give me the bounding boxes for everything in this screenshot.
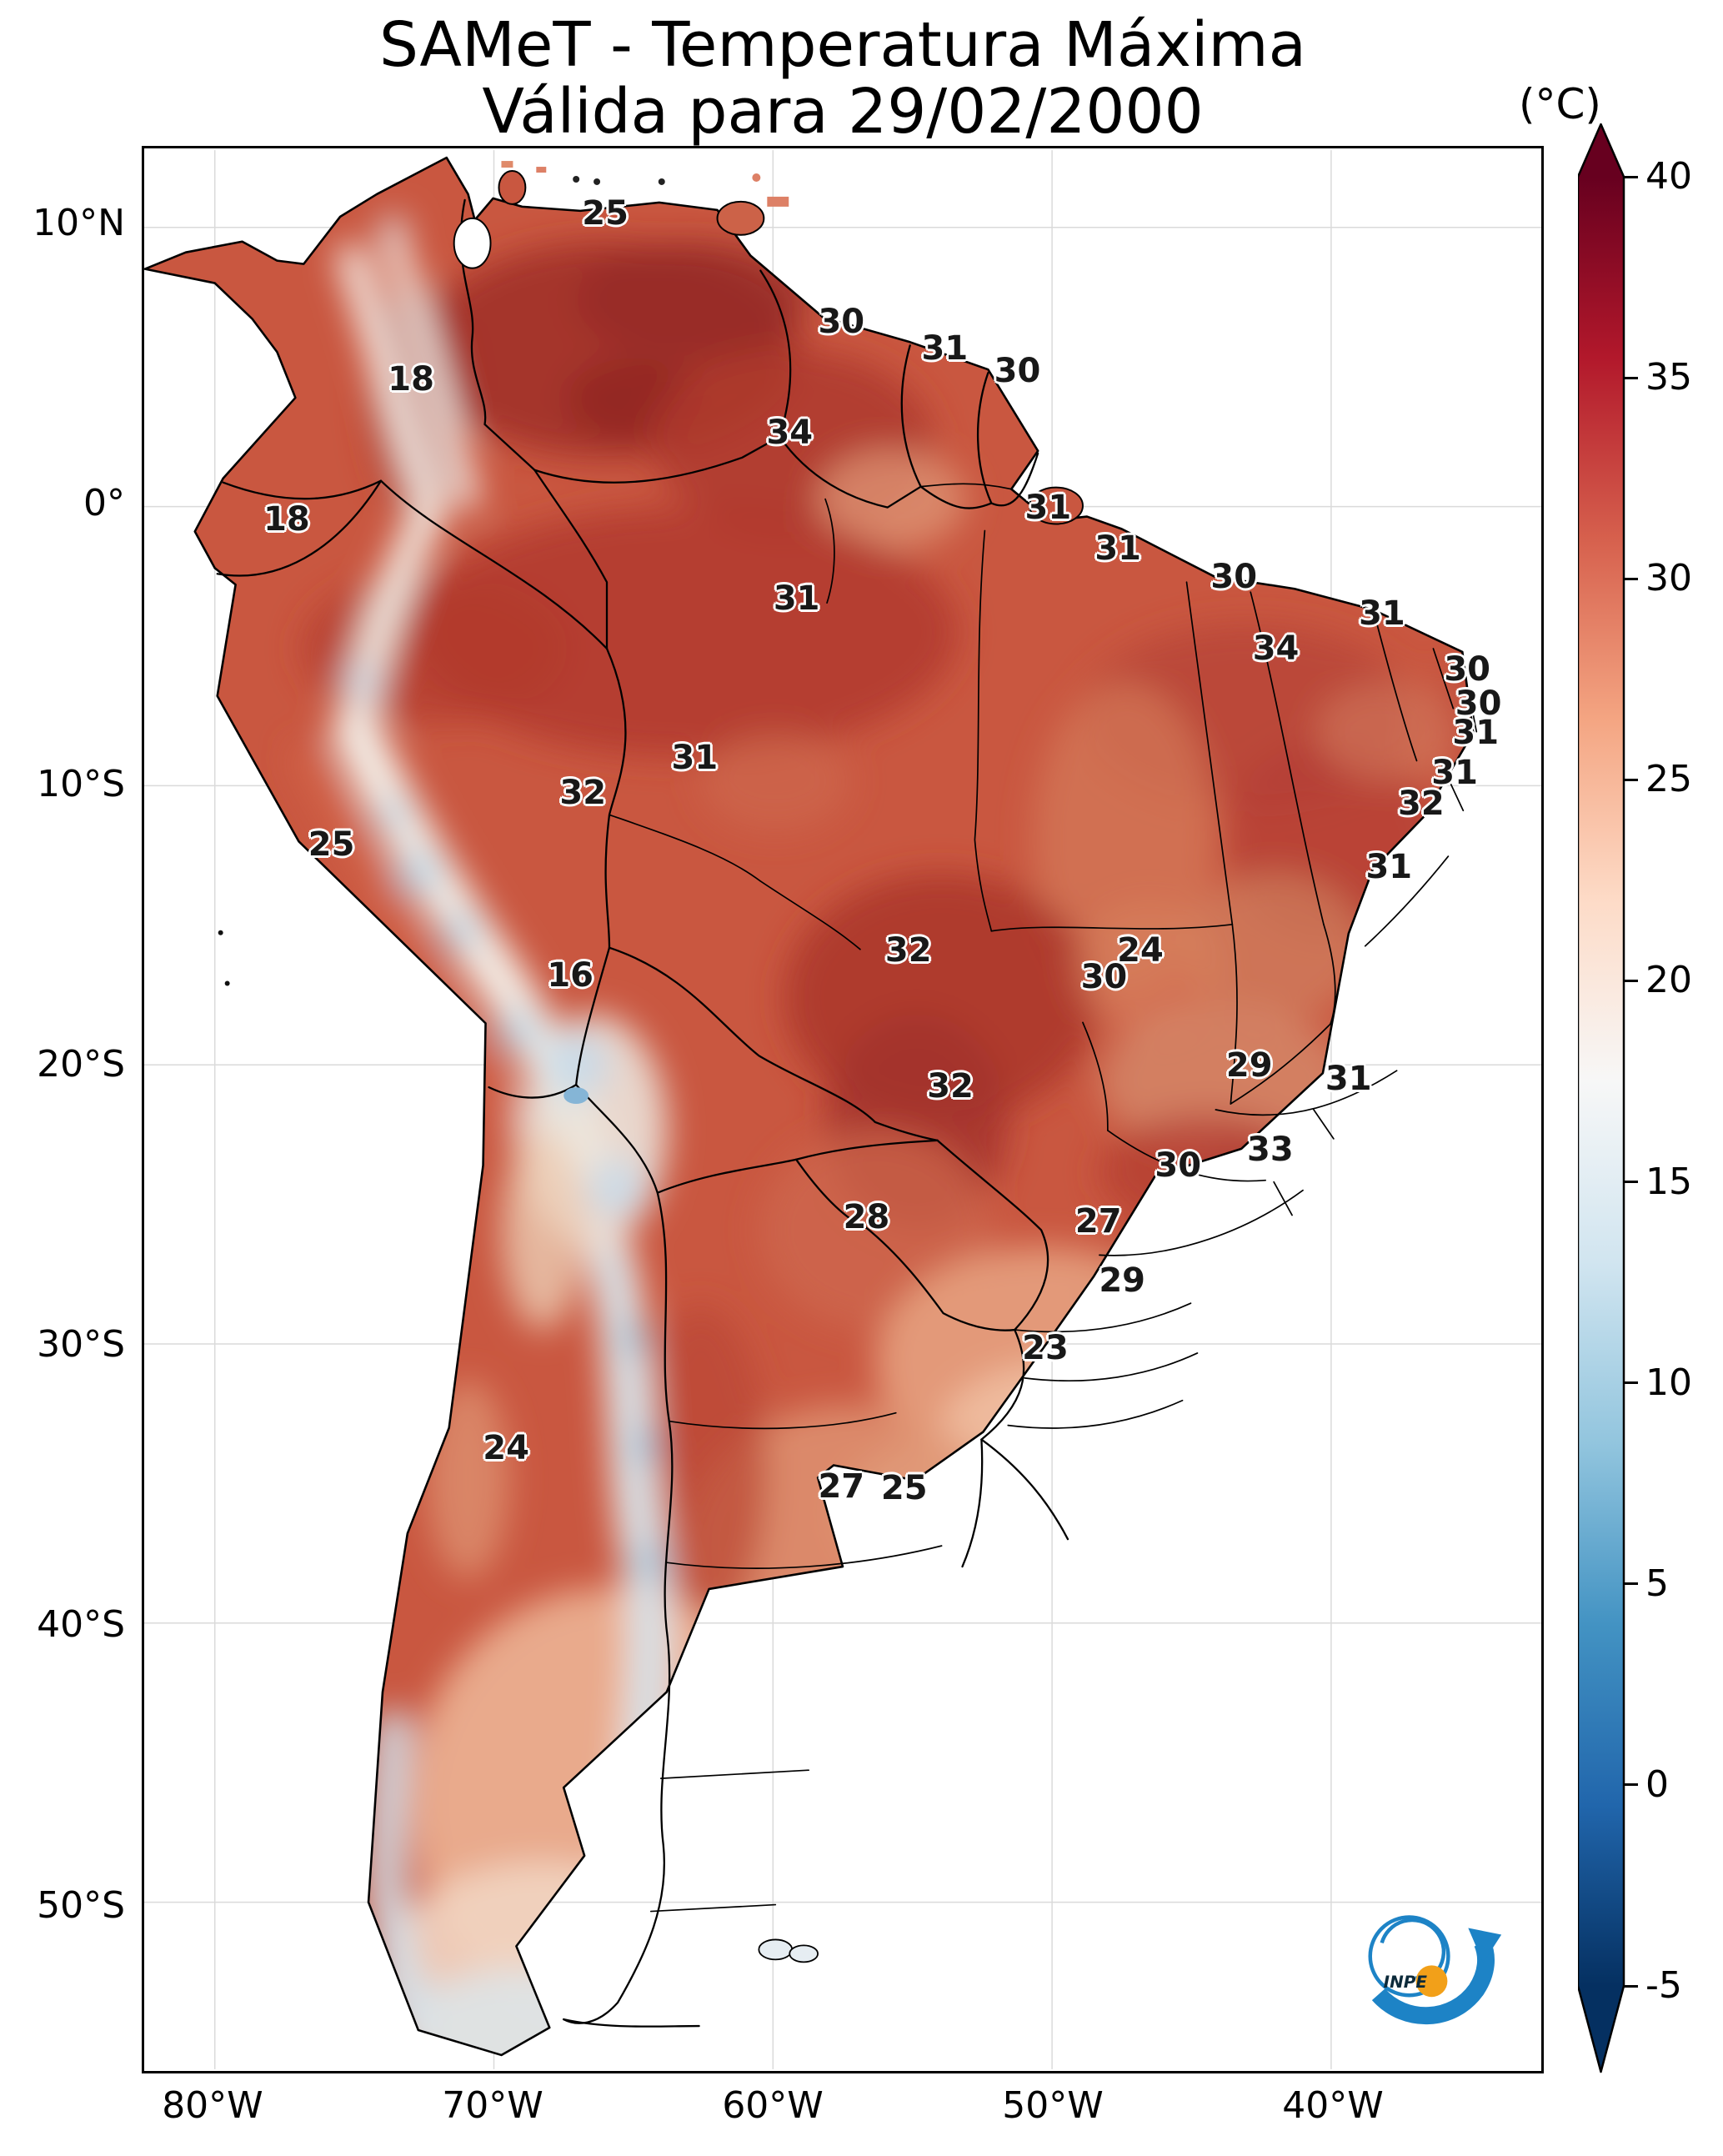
colorbar-gradient-bar — [1578, 123, 1625, 2073]
colorbar-tick-label: 0 — [1645, 1762, 1669, 1806]
temp-label: 23 — [1022, 1328, 1069, 1367]
country-borders — [216, 198, 1069, 2028]
temp-label: 30 — [1210, 558, 1258, 597]
temp-label: 32 — [884, 930, 932, 970]
colorbar-tick-mark — [1624, 979, 1638, 982]
inpe-logo: INPE — [1368, 1915, 1502, 2025]
temp-label: 29 — [1225, 1045, 1273, 1085]
colorbar-tick-mark — [1624, 175, 1638, 178]
temp-label: 25 — [880, 1469, 928, 1508]
colorbar-unit-label: (°C) — [1519, 80, 1601, 128]
colorbar-tick-mark — [1624, 376, 1638, 379]
temp-label: 25 — [308, 825, 355, 864]
colorbar-tick-label: 5 — [1645, 1562, 1669, 1605]
colorbar-tick-mark — [1624, 577, 1638, 580]
colorbar-tick-label: -5 — [1645, 1964, 1682, 2007]
temp-label: 30 — [1155, 1146, 1202, 1185]
temp-label: 27 — [818, 1467, 865, 1506]
lat-tick-label: 20°S — [37, 1042, 125, 1086]
colorbar-tick-label: 30 — [1645, 557, 1692, 600]
temp-label: 18 — [263, 500, 310, 539]
lon-tick-label: 40°W — [1282, 2084, 1384, 2127]
colorbar-tick-mark — [1624, 1984, 1638, 1988]
temp-label: 30 — [818, 302, 865, 341]
lon-tick-label: 50°W — [1002, 2084, 1104, 2127]
colorbar-tick-label: 20 — [1645, 959, 1692, 1002]
figure-title: SAMeT - Temperatura Máxima — [379, 9, 1306, 81]
lat-tick-label: 10°S — [37, 762, 125, 805]
inpe-big-arrow-icon — [1468, 1928, 1502, 1963]
lat-tick-label: 10°N — [33, 202, 125, 245]
colorbar — [1578, 123, 1625, 2073]
temp-label: 31 — [1431, 754, 1478, 793]
lon-tick-label: 60°W — [722, 2084, 824, 2127]
temp-label: 31 — [671, 739, 719, 777]
state-borders — [609, 483, 1478, 1913]
temp-label: 30 — [1080, 957, 1128, 996]
temp-label: 34 — [766, 414, 814, 453]
colorbar-tick-label: 10 — [1645, 1361, 1692, 1404]
temp-label: 34 — [1252, 629, 1300, 668]
temp-label: 32 — [927, 1067, 974, 1106]
lat-tick-label: 30°S — [37, 1323, 125, 1366]
temp-label: 31 — [773, 579, 820, 618]
temp-label: 16 — [547, 955, 594, 995]
colorbar-tick-label: 40 — [1645, 155, 1692, 198]
lat-tick-label: 0° — [83, 482, 125, 525]
temp-label: 31 — [1365, 848, 1413, 887]
colorbar-tick-label: 35 — [1645, 356, 1692, 399]
temp-label: 18 — [388, 359, 434, 399]
temp-label: 31 — [1024, 489, 1072, 528]
colorbar-tick-label: 25 — [1645, 758, 1692, 801]
temp-label: 31 — [1094, 529, 1142, 568]
temp-label: 30 — [994, 352, 1041, 391]
temp-label: 24 — [1117, 930, 1164, 970]
temp-label: 31 — [921, 328, 969, 368]
lon-tick-label: 80°W — [162, 2084, 263, 2127]
south-america-temperature-map: INPE — [144, 150, 1541, 2069]
inpe-logo-text: INPE — [1384, 1973, 1428, 1992]
map-axes: INPE 25 18 18 30 31 30 34 31 31 30 31 34 30 30 31 31 32 3… — [142, 146, 1544, 2073]
temp-label: 31 — [1359, 594, 1405, 634]
lat-tick-label: 40°S — [37, 1603, 125, 1647]
colorbar-tick-mark — [1624, 1783, 1638, 1787]
figure-subtitle: Válida para 29/02/2000 — [482, 76, 1204, 148]
temperature-labels-layer: 25 18 18 30 31 30 34 31 31 30 31 34 30 30 31 31 32 31 31 31… — [144, 148, 1541, 2071]
colorbar-tick-mark — [1624, 778, 1638, 781]
temp-label: 33 — [1247, 1131, 1294, 1170]
temp-label: 32 — [1398, 785, 1445, 824]
colorbar-tick-mark — [1624, 1381, 1638, 1385]
temp-label: 30 — [1455, 684, 1502, 724]
temp-label: 31 — [1325, 1060, 1372, 1099]
coastline — [144, 156, 1475, 2057]
islands-and-lakes — [218, 161, 1084, 1963]
lon-tick-label: 70°W — [442, 2084, 543, 2127]
temp-label: 27 — [1074, 1201, 1122, 1241]
temp-label: 32 — [559, 773, 607, 812]
temp-label: 30 — [1444, 649, 1491, 689]
colorbar-tick-mark — [1624, 1582, 1638, 1586]
lat-tick-label: 50°S — [37, 1883, 125, 1927]
inpe-orange-dot-icon — [1415, 1965, 1448, 1998]
colorbar-tick-label: 15 — [1645, 1160, 1692, 1203]
temp-label: 31 — [1452, 714, 1500, 753]
temp-label: 24 — [483, 1428, 529, 1467]
temp-label: 28 — [843, 1198, 890, 1237]
colorbar-tick-mark — [1624, 1181, 1638, 1184]
temp-label: 25 — [582, 194, 629, 233]
temp-label: 29 — [1099, 1261, 1146, 1301]
